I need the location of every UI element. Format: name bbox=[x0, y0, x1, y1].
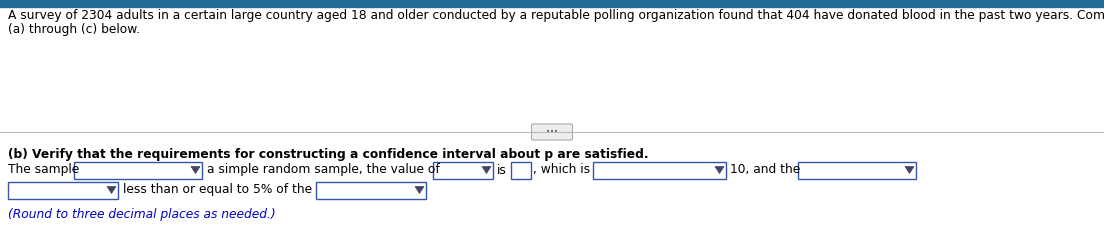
Text: •••: ••• bbox=[546, 129, 558, 135]
Polygon shape bbox=[715, 166, 724, 173]
Polygon shape bbox=[191, 166, 200, 173]
Bar bbox=[433, 162, 493, 178]
Text: less than or equal to 5% of the: less than or equal to 5% of the bbox=[123, 184, 312, 196]
Bar bbox=[8, 182, 118, 198]
Text: A survey of 2304 adults in a certain large country aged 18 and older conducted b: A survey of 2304 adults in a certain lar… bbox=[8, 9, 1104, 22]
Polygon shape bbox=[482, 166, 491, 173]
Bar bbox=[593, 162, 726, 178]
Bar bbox=[74, 162, 202, 178]
Bar bbox=[316, 182, 426, 198]
Text: The sample: The sample bbox=[8, 164, 79, 176]
Polygon shape bbox=[107, 186, 116, 194]
Bar bbox=[511, 162, 531, 178]
Text: , which is: , which is bbox=[533, 164, 591, 176]
Text: (b) Verify that the requirements for constructing a confidence interval about p : (b) Verify that the requirements for con… bbox=[8, 148, 649, 161]
Text: (a) through (c) below.: (a) through (c) below. bbox=[8, 23, 140, 36]
Text: is: is bbox=[497, 164, 507, 176]
Bar bbox=[0, 0, 1104, 7]
Polygon shape bbox=[905, 166, 914, 173]
Polygon shape bbox=[415, 186, 424, 194]
Text: (Round to three decimal places as needed.): (Round to three decimal places as needed… bbox=[8, 208, 276, 221]
Text: 10, and the: 10, and the bbox=[730, 164, 800, 176]
FancyBboxPatch shape bbox=[531, 124, 573, 140]
Text: a simple random sample, the value of: a simple random sample, the value of bbox=[208, 164, 439, 176]
Bar bbox=[798, 162, 916, 178]
